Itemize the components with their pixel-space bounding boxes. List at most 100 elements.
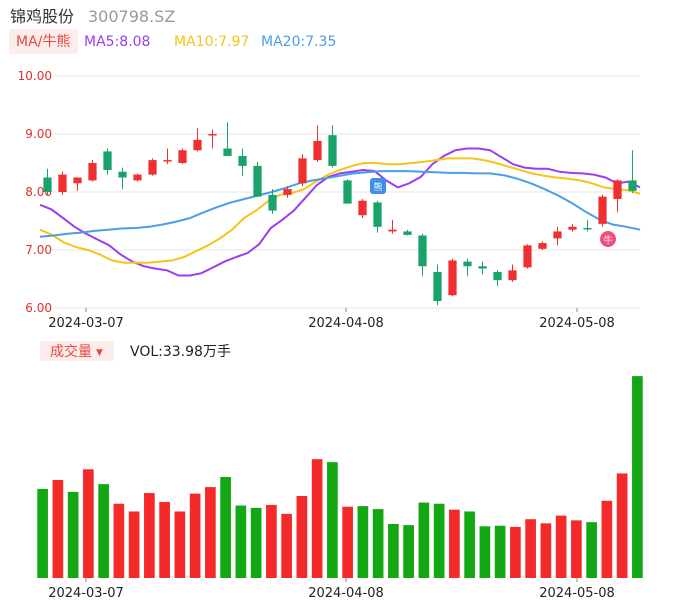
candle-body bbox=[598, 196, 607, 224]
volume-bar bbox=[616, 473, 628, 578]
volume-tag-background[interactable] bbox=[40, 341, 114, 361]
volume-value: VOL:33.98万手 bbox=[130, 344, 231, 360]
candle bbox=[568, 223, 577, 232]
candle bbox=[178, 148, 187, 165]
candle-body bbox=[43, 177, 52, 192]
candle-body bbox=[343, 180, 352, 204]
volume-bar bbox=[235, 505, 247, 578]
candle-body bbox=[73, 177, 82, 184]
candle bbox=[403, 229, 412, 236]
candle-body bbox=[328, 135, 337, 166]
y-tick-label: 6.00 bbox=[25, 301, 52, 315]
candle bbox=[298, 154, 307, 187]
volume-bar bbox=[372, 509, 384, 578]
ma5-legend: MA5:8.08 bbox=[84, 34, 150, 50]
candle bbox=[43, 168, 52, 195]
candle bbox=[478, 261, 487, 275]
bear-marker[interactable]: 熊 bbox=[370, 178, 386, 194]
moving-average-lines bbox=[39, 147, 641, 277]
y-tick-label: 7.00 bbox=[25, 243, 52, 257]
candle bbox=[193, 128, 202, 152]
candle bbox=[283, 186, 292, 198]
volume-bar bbox=[571, 520, 582, 578]
bull-marker-label: 牛 bbox=[603, 234, 612, 246]
volume-indicator-select[interactable]: 成交量 bbox=[50, 343, 92, 360]
volume-bar bbox=[83, 469, 94, 578]
candle bbox=[583, 219, 592, 232]
candle-body bbox=[553, 231, 562, 239]
volume-bar bbox=[494, 525, 506, 578]
volume-bar bbox=[510, 526, 521, 578]
volume-bar bbox=[37, 488, 48, 578]
candle bbox=[313, 125, 322, 162]
volume-bar bbox=[205, 487, 216, 578]
candle bbox=[598, 194, 607, 227]
bear-marker-label: 熊 bbox=[373, 181, 382, 193]
candle-body bbox=[538, 243, 547, 249]
volume-bar bbox=[540, 523, 552, 578]
candle-body bbox=[118, 171, 127, 178]
candle bbox=[208, 129, 217, 149]
stock-name: 锦鸡股份 bbox=[10, 7, 74, 26]
y-tick-label: 10.00 bbox=[18, 69, 52, 83]
bull-marker[interactable]: 牛 bbox=[600, 231, 616, 247]
candle bbox=[58, 171, 67, 195]
candle bbox=[493, 270, 502, 286]
candle-body bbox=[418, 235, 427, 267]
volume-bar bbox=[52, 479, 64, 578]
candle bbox=[553, 226, 562, 246]
ma-tag-background[interactable] bbox=[9, 29, 78, 54]
candle bbox=[373, 200, 382, 233]
volume-bar bbox=[632, 376, 643, 578]
dropdown-triangle-icon[interactable]: ▼ bbox=[96, 348, 103, 358]
candle-body bbox=[133, 174, 142, 181]
volume-bar bbox=[479, 526, 491, 578]
volume-bar bbox=[418, 502, 430, 578]
y-tick-label: 9.00 bbox=[25, 127, 52, 141]
candle-body bbox=[373, 202, 382, 227]
volume-bar bbox=[266, 504, 277, 578]
x-tick-label: 2024-04-08 bbox=[308, 316, 384, 331]
volume-bar bbox=[357, 506, 369, 578]
volume-bar bbox=[144, 493, 155, 578]
volume-bar bbox=[296, 496, 308, 578]
candle-body bbox=[478, 266, 487, 269]
candle bbox=[238, 148, 247, 176]
candle-body bbox=[583, 227, 592, 230]
candle bbox=[433, 264, 442, 306]
ma-bull-bear-toggle[interactable]: MA/牛熊 bbox=[16, 34, 70, 50]
candle-body bbox=[163, 160, 172, 162]
candle bbox=[448, 258, 457, 297]
candle-body bbox=[388, 229, 397, 232]
stock-code: 300798.SZ bbox=[88, 7, 175, 26]
candle bbox=[88, 160, 97, 182]
candle-body bbox=[223, 148, 232, 157]
volume-bar bbox=[250, 507, 262, 578]
candle-body bbox=[253, 165, 262, 197]
volume-x-tick-label: 2024-05-08 bbox=[539, 586, 615, 601]
candle-body bbox=[568, 226, 577, 230]
volume-bar bbox=[433, 503, 445, 578]
volume-bar bbox=[113, 503, 125, 578]
volume-bar bbox=[403, 525, 414, 578]
candle-body bbox=[148, 160, 157, 175]
volume-bar bbox=[555, 515, 567, 578]
volume-bar bbox=[464, 511, 475, 578]
volume-bar bbox=[388, 523, 399, 578]
price-y-axis: 10.009.008.007.006.00 bbox=[18, 69, 52, 315]
candle-body bbox=[613, 180, 622, 199]
candle bbox=[163, 148, 172, 165]
volume-bar bbox=[67, 491, 79, 578]
candle bbox=[343, 179, 352, 204]
price-x-axis: 2024-03-07 2024-04-08 2024-05-08 bbox=[48, 308, 615, 331]
volume-bar bbox=[327, 462, 338, 578]
candle bbox=[523, 244, 532, 269]
candle-body bbox=[493, 272, 502, 281]
candle bbox=[628, 150, 637, 194]
volume-bar bbox=[281, 513, 292, 578]
ma10-legend: MA10:7.97 bbox=[174, 34, 249, 50]
candlestick-series bbox=[43, 122, 637, 306]
candle bbox=[328, 125, 337, 168]
volume-bar bbox=[98, 484, 109, 578]
